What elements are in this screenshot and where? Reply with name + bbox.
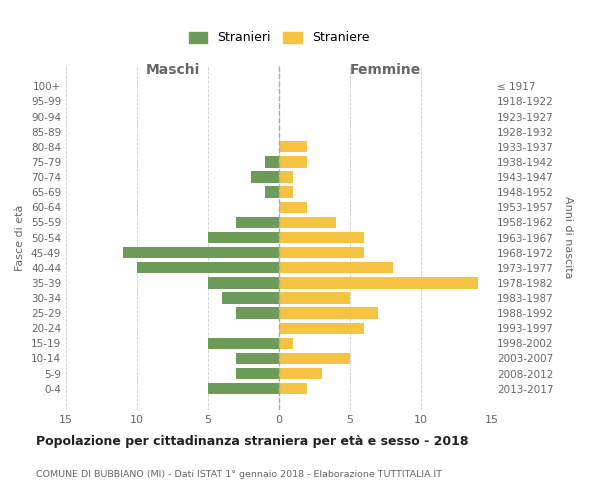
Bar (279, 247, 364, 258)
Bar (222, 292, 279, 304)
Bar (279, 277, 478, 288)
Bar (279, 186, 293, 198)
Y-axis label: Fasce di età: Fasce di età (16, 204, 25, 270)
Bar (279, 156, 307, 168)
Bar (265, 186, 279, 198)
Text: Femmine: Femmine (350, 62, 421, 76)
Bar (279, 216, 336, 228)
Bar (279, 353, 350, 364)
Bar (279, 141, 307, 152)
Legend: Stranieri, Straniere: Stranieri, Straniere (184, 26, 374, 50)
Bar (236, 308, 279, 318)
Bar (279, 308, 379, 318)
Bar (208, 232, 279, 243)
Bar (279, 232, 364, 243)
Bar (236, 353, 279, 364)
Bar (251, 172, 279, 182)
Bar (123, 247, 279, 258)
Text: Maschi: Maschi (145, 62, 200, 76)
Text: Popolazione per cittadinanza straniera per età e sesso - 2018: Popolazione per cittadinanza straniera p… (36, 435, 469, 448)
Bar (208, 338, 279, 349)
Bar (236, 368, 279, 379)
Bar (208, 277, 279, 288)
Bar (279, 262, 392, 274)
Bar (279, 202, 307, 213)
Bar (208, 383, 279, 394)
Bar (279, 383, 307, 394)
Bar (279, 322, 364, 334)
Bar (279, 338, 293, 349)
Bar (279, 172, 293, 182)
Bar (137, 262, 279, 274)
Bar (265, 156, 279, 168)
Bar (236, 216, 279, 228)
Bar (279, 292, 350, 304)
Bar (279, 368, 322, 379)
Text: COMUNE DI BUBBIANO (MI) - Dati ISTAT 1° gennaio 2018 - Elaborazione TUTTITALIA.I: COMUNE DI BUBBIANO (MI) - Dati ISTAT 1° … (36, 470, 442, 479)
Y-axis label: Anni di nascita: Anni di nascita (563, 196, 573, 279)
